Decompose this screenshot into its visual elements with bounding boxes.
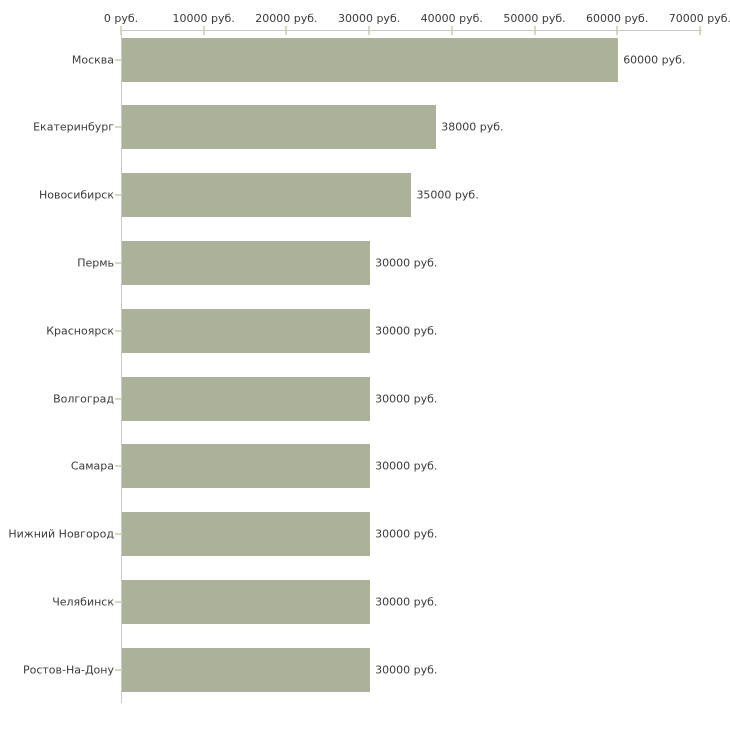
value-label: 30000 руб. [375, 392, 438, 405]
x-tick-label: 40000 руб. [420, 12, 483, 25]
x-tick-label: 20000 руб. [255, 12, 318, 25]
bar [122, 173, 412, 218]
value-label: 60000 руб. [623, 53, 686, 66]
category-label: Нижний Новгород [8, 527, 114, 541]
bar [122, 37, 619, 82]
value-label: 30000 руб. [375, 256, 438, 270]
category-label: Челябинск [52, 595, 114, 609]
bar [122, 105, 437, 150]
y-tick-mark [115, 465, 121, 468]
bar [122, 647, 371, 692]
value-label: 35000 руб. [416, 188, 479, 202]
x-tick-label: 30000 руб. [337, 12, 401, 25]
x-tick-label: 70000 руб. [668, 12, 730, 25]
y-tick-mark [115, 397, 121, 400]
bar [122, 444, 371, 489]
x-tick-label: 10000 руб. [172, 12, 235, 25]
y-tick-mark [115, 261, 121, 264]
category-label: Красноярск [46, 324, 114, 338]
y-tick-mark [115, 668, 121, 671]
category-label: Екатеринбург [33, 120, 114, 134]
y-tick-mark [115, 126, 121, 129]
bar [122, 376, 371, 421]
category-label: Пермь [77, 256, 114, 270]
category-label: Ростов-На-Дону [22, 663, 114, 677]
x-axis-line [121, 30, 702, 31]
value-label: 30000 руб. [375, 324, 438, 338]
value-label: 30000 руб. [375, 459, 438, 473]
bar [122, 308, 371, 353]
value-label: 30000 руб. [375, 527, 438, 541]
y-tick-mark [115, 329, 121, 332]
value-label: 30000 руб. [375, 595, 438, 609]
category-label: Самара [70, 459, 114, 473]
category-label: Волгоград [53, 392, 114, 405]
category-label: Новосибирск [38, 188, 114, 202]
bar [122, 512, 371, 557]
y-tick-mark [115, 58, 121, 61]
y-tick-mark [115, 600, 121, 603]
category-label: Москва [71, 53, 114, 66]
x-tick-label: 0 руб. [103, 12, 139, 25]
bar [122, 240, 371, 285]
bar [122, 579, 371, 624]
y-tick-mark [115, 533, 121, 536]
value-label: 30000 руб. [375, 663, 438, 677]
x-tick-label: 50000 руб. [503, 12, 566, 25]
x-tick-label: 60000 руб. [586, 12, 649, 25]
value-label: 38000 руб. [441, 120, 504, 134]
y-axis-line [121, 30, 122, 703]
y-tick-mark [115, 194, 121, 197]
